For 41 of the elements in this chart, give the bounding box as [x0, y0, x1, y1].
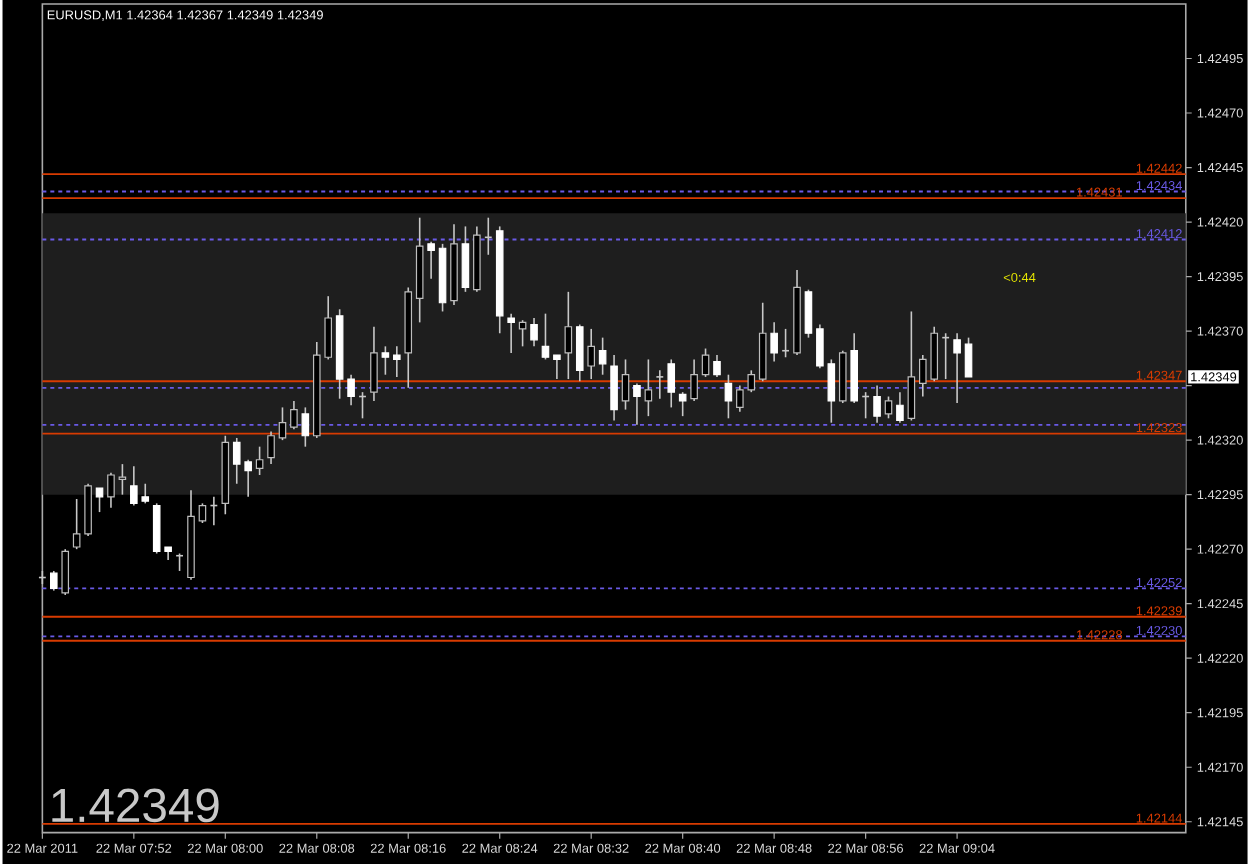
candlestick	[107, 471, 115, 509]
candlestick	[804, 288, 813, 339]
candlestick	[610, 354, 618, 422]
candlestick	[964, 336, 973, 378]
candlestick	[370, 325, 378, 402]
candlestick	[896, 391, 904, 424]
candlestick	[907, 310, 916, 422]
candlestick	[267, 430, 275, 465]
annotation: 1.42349	[52, 788, 219, 823]
candlestick	[667, 358, 676, 408]
candlestick	[530, 316, 538, 347]
candlestick	[724, 373, 733, 419]
candlestick	[95, 487, 104, 513]
candlestick	[541, 312, 550, 360]
candlestick	[564, 290, 573, 380]
candlestick	[61, 548, 70, 596]
candlestick	[278, 406, 287, 441]
candlestick	[290, 399, 298, 430]
candlestick	[644, 358, 653, 417]
candlestick	[461, 225, 470, 293]
candlestick	[873, 384, 881, 424]
candlestick	[713, 354, 721, 378]
candlestick	[884, 395, 893, 419]
candlestick	[507, 312, 515, 354]
candlestick	[393, 345, 401, 378]
candlestick	[701, 347, 710, 378]
candlestick	[587, 327, 595, 380]
candlestick	[690, 358, 698, 402]
candlestick	[838, 349, 847, 404]
candlestick	[758, 301, 767, 382]
candlestick	[255, 445, 264, 476]
candlestick	[518, 319, 527, 347]
candlestick	[553, 354, 561, 380]
candlestick	[953, 332, 961, 404]
candlestick	[598, 336, 607, 376]
candlestick	[198, 502, 207, 524]
candlestick	[655, 369, 665, 400]
candlestick	[781, 327, 790, 358]
candlestick	[381, 345, 390, 376]
candlestick	[621, 358, 630, 411]
candlestick	[633, 382, 641, 426]
